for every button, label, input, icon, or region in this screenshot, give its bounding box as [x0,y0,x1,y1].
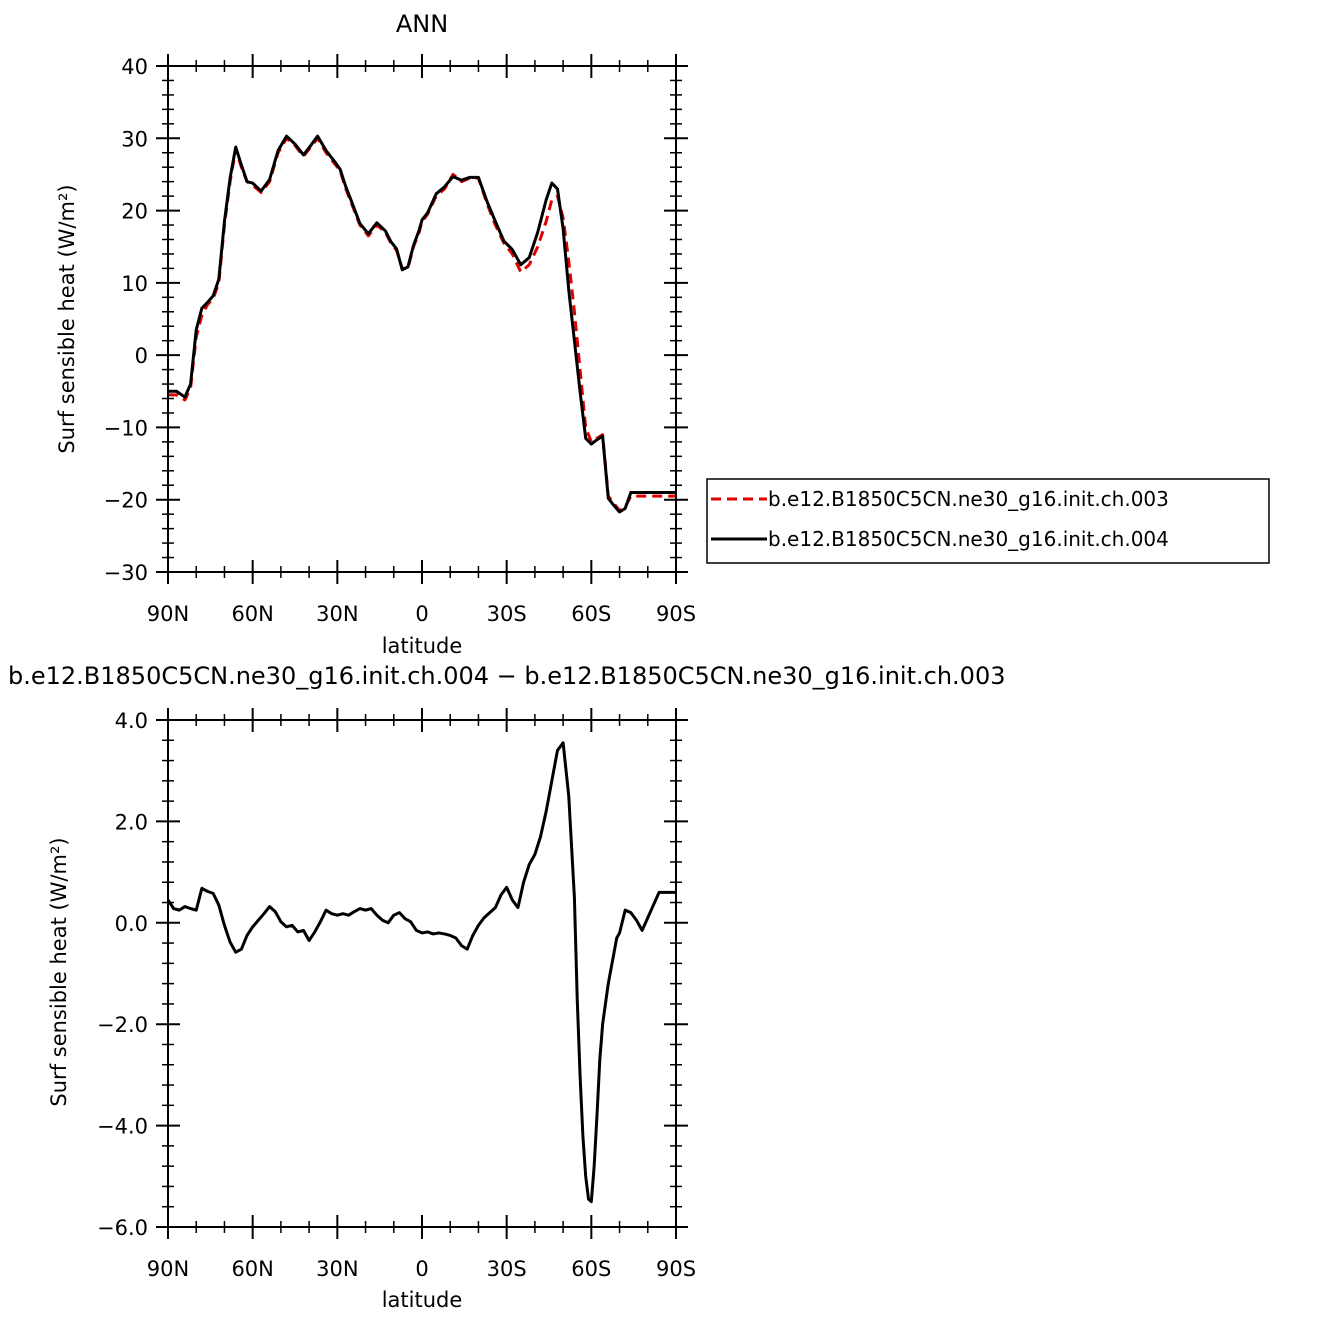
top-chart-series-line-2 [168,134,676,514]
top-chart-xtick-label: 30S [487,602,527,626]
top-chart-axes: 90N 60N 30N 0 30S 60S 90S −30 −20 −10 0 10 20 30 40 [104,54,696,626]
top-chart-ytick-label: 10 [121,272,148,296]
bottom-chart-ytick-label: 4.0 [115,709,148,733]
bottom-chart-frame [167,719,677,1228]
top-chart: ANN Surf sensible heat (W/m²) latitude 9… [55,10,696,658]
legend-label-003: b.e12.B1850C5CN.ne30_g16.init.ch.003 [768,487,1169,511]
bottom-chart-ytick-label: −2.0 [97,1013,148,1037]
top-chart-series [168,134,676,514]
legend-label-004: b.e12.B1850C5CN.ne30_g16.init.ch.004 [768,527,1169,551]
bottom-chart-axes: 90N 60N 30N 0 30S 60S 90S −6.0 −4.0 −2.0 0.0 2.0 4.0 [97,708,696,1281]
bottom-chart-ytick-label: −6.0 [97,1216,148,1240]
bottom-chart-xtick-label: 30S [487,1257,527,1281]
bottom-chart-title: b.e12.B1850C5CN.ne30_g16.init.ch.004 − b… [8,662,1005,690]
bottom-chart-xtick-label: 90S [656,1257,696,1281]
top-chart-ytick-label: 0 [135,344,148,368]
bottom-chart: b.e12.B1850C5CN.ne30_g16.init.ch.004 − b… [8,662,1005,1312]
top-chart-series-line-1 [168,136,676,513]
legend: b.e12.B1850C5CN.ne30_g16.init.ch.003 b.e… [706,478,1270,564]
bottom-chart-xtick-label: 60S [571,1257,611,1281]
bottom-chart-ylabel: Surf sensible heat (W/m²) [47,837,71,1106]
top-chart-xlabel: latitude [382,634,463,658]
bottom-chart-xtick-label: 90N [147,1257,189,1281]
legend-box [706,478,1270,564]
bottom-chart-xlabel: latitude [382,1288,463,1312]
bottom-chart-xtick-label: 60N [231,1257,273,1281]
top-chart-ylabel: Surf sensible heat (W/m²) [55,184,79,453]
top-chart-ytick-label: −10 [104,416,148,440]
top-chart-ytick-label: 20 [121,200,148,224]
top-chart-ytick-label: 40 [121,55,148,79]
bottom-chart-ytick-label: 0.0 [115,912,148,936]
top-chart-frame [167,65,677,573]
top-chart-ytick-label: −20 [104,489,148,513]
top-chart-xtick-label: 90N [147,602,189,626]
top-chart-xtick-label: 30N [316,602,358,626]
top-chart-xtick-label: 90S [656,602,696,626]
top-chart-ytick-label: −30 [104,561,148,585]
bottom-chart-xtick-label: 30N [316,1257,358,1281]
bottom-chart-series-line-1 [168,741,676,1204]
top-chart-title: ANN [396,10,448,38]
bottom-chart-series [168,741,676,1204]
top-chart-ytick-label: 30 [121,127,148,151]
top-chart-xtick-label: 60S [571,602,611,626]
top-chart-xtick-label: 60N [231,602,273,626]
top-chart-xtick-label: 0 [415,602,428,626]
bottom-chart-ytick-label: −4.0 [97,1115,148,1139]
bottom-chart-ytick-label: 2.0 [115,810,148,834]
bottom-chart-xtick-label: 0 [415,1257,428,1281]
